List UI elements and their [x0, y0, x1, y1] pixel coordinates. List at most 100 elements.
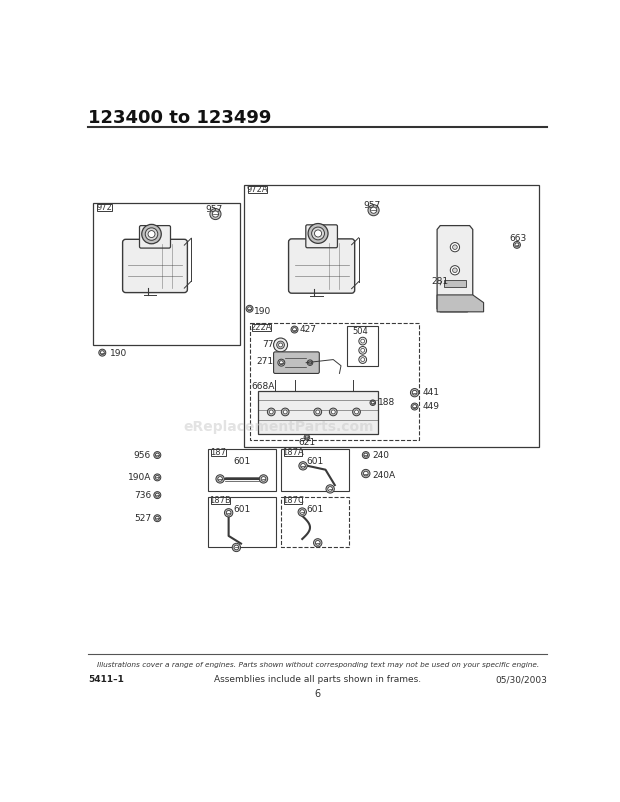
Text: 449: 449	[422, 402, 440, 411]
Bar	[208, 449, 276, 492]
Circle shape	[246, 306, 253, 312]
Text: 972A: 972A	[247, 185, 268, 194]
Circle shape	[453, 245, 458, 249]
Text: 956: 956	[134, 451, 151, 460]
Bar	[248, 186, 267, 192]
Text: 957: 957	[205, 205, 223, 214]
Circle shape	[218, 476, 223, 481]
Circle shape	[293, 328, 296, 331]
Text: 187: 187	[210, 448, 226, 457]
Circle shape	[411, 403, 418, 410]
Text: 504: 504	[353, 326, 368, 335]
Text: 601: 601	[233, 505, 250, 514]
Bar	[93, 202, 241, 345]
Circle shape	[515, 243, 519, 247]
Circle shape	[234, 545, 239, 549]
Circle shape	[353, 408, 360, 415]
Circle shape	[316, 541, 320, 545]
Text: eReplacementParts.com: eReplacementParts.com	[184, 420, 374, 435]
Circle shape	[312, 227, 324, 240]
Circle shape	[361, 348, 365, 352]
Circle shape	[359, 338, 366, 345]
Circle shape	[326, 484, 334, 493]
Circle shape	[281, 408, 289, 415]
Circle shape	[359, 356, 366, 363]
Text: 123400 to 123499: 123400 to 123499	[88, 109, 272, 127]
Text: 05/30/2003: 05/30/2003	[495, 675, 547, 684]
Circle shape	[226, 511, 231, 515]
Text: 601: 601	[306, 457, 323, 467]
Circle shape	[280, 361, 283, 365]
Circle shape	[410, 388, 419, 397]
Circle shape	[370, 400, 376, 406]
Text: 972: 972	[97, 203, 112, 212]
Circle shape	[363, 472, 368, 476]
Text: 187C: 187C	[282, 496, 304, 505]
Text: 773: 773	[262, 341, 279, 350]
Circle shape	[300, 510, 304, 514]
Circle shape	[413, 405, 417, 408]
Text: 190: 190	[110, 349, 127, 358]
Bar	[249, 323, 418, 440]
Circle shape	[314, 408, 322, 415]
Text: 601: 601	[233, 457, 250, 467]
Circle shape	[154, 492, 161, 499]
Text: 441: 441	[422, 388, 440, 397]
Circle shape	[362, 452, 370, 459]
Circle shape	[283, 410, 287, 414]
Circle shape	[412, 391, 417, 395]
Circle shape	[304, 435, 310, 440]
Circle shape	[361, 358, 365, 362]
Circle shape	[210, 209, 221, 220]
Circle shape	[314, 230, 322, 237]
Text: 621: 621	[298, 438, 316, 448]
Circle shape	[301, 464, 305, 468]
Circle shape	[277, 341, 285, 349]
Circle shape	[314, 539, 322, 547]
Circle shape	[156, 453, 159, 457]
Circle shape	[355, 410, 358, 414]
Circle shape	[148, 231, 155, 237]
Text: 601: 601	[306, 505, 323, 514]
Circle shape	[259, 475, 268, 483]
Circle shape	[100, 350, 104, 354]
Circle shape	[273, 338, 288, 352]
Circle shape	[212, 211, 219, 217]
Circle shape	[361, 339, 365, 343]
Text: 190: 190	[254, 307, 272, 316]
Circle shape	[154, 515, 161, 521]
Circle shape	[450, 265, 459, 275]
Bar	[283, 449, 303, 456]
Circle shape	[364, 453, 368, 457]
Circle shape	[142, 225, 161, 244]
Text: 240A: 240A	[372, 471, 395, 480]
Circle shape	[291, 326, 298, 333]
Bar	[283, 497, 303, 504]
Circle shape	[316, 410, 320, 414]
Circle shape	[278, 343, 283, 347]
Bar	[211, 497, 229, 504]
Circle shape	[154, 452, 161, 459]
FancyBboxPatch shape	[273, 352, 319, 374]
Text: Assemblies include all parts shown in frames.: Assemblies include all parts shown in fr…	[214, 675, 422, 684]
Circle shape	[261, 476, 266, 481]
Circle shape	[371, 401, 374, 404]
Text: 187A: 187A	[282, 448, 304, 457]
Text: 6: 6	[315, 689, 321, 699]
Bar	[444, 280, 466, 287]
Circle shape	[99, 349, 106, 356]
Text: 663: 663	[509, 234, 526, 243]
Circle shape	[329, 408, 337, 415]
FancyBboxPatch shape	[123, 239, 187, 293]
Circle shape	[154, 474, 161, 481]
Bar	[211, 449, 226, 456]
Text: 5411–1: 5411–1	[88, 675, 124, 684]
Bar	[258, 391, 378, 434]
Circle shape	[309, 361, 312, 364]
Bar	[244, 184, 539, 447]
Bar	[208, 496, 276, 547]
Circle shape	[224, 508, 233, 517]
Circle shape	[305, 435, 309, 439]
Polygon shape	[437, 225, 472, 312]
Circle shape	[359, 346, 366, 354]
